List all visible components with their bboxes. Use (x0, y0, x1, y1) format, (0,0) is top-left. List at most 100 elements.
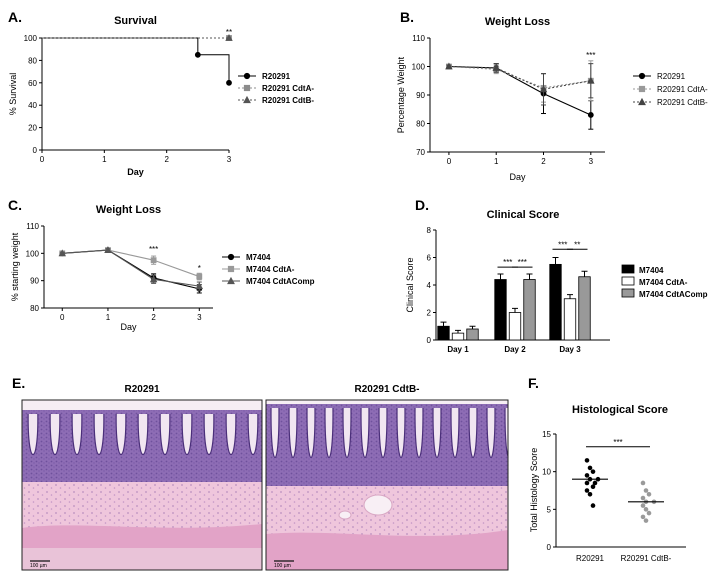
histological-score-chart: 0 5 10 15 Histological Score Total Histology … (529, 404, 686, 563)
data-point (445, 62, 453, 70)
crypt (414, 407, 424, 459)
significance-label: *** (503, 258, 512, 267)
y-tick-label: 110 (412, 34, 425, 43)
histology-right-title: R20291 CdtB- (354, 384, 419, 395)
data-point (590, 469, 596, 474)
legend-marker (243, 72, 251, 80)
data-point (225, 34, 233, 41)
y-tick-label: 0 (427, 336, 432, 345)
y-tick-label: 90 (30, 277, 39, 286)
bar (466, 328, 479, 341)
bar (494, 279, 507, 341)
crypt (450, 407, 460, 459)
y-axis-label: Percentage Weight (396, 56, 406, 133)
y-tick-label: 60 (28, 79, 37, 88)
data-point (587, 465, 593, 471)
crypt (137, 413, 149, 455)
y-tick-label: 90 (416, 91, 425, 100)
data-point (646, 510, 652, 516)
legend-marker (227, 265, 235, 273)
x-tick-label: 0 (447, 157, 452, 166)
bar (451, 332, 465, 341)
y-axis-label: Total Histology Score (529, 448, 539, 533)
data-point (149, 275, 158, 283)
x-tick-label: 3 (227, 155, 232, 164)
crypt (49, 413, 61, 455)
category-label: R20291 (576, 554, 605, 563)
crypt (27, 413, 39, 455)
y-tick-label: 0 (33, 146, 38, 155)
legend-label: R20291 (657, 72, 686, 81)
y-tick-label: 0 (547, 543, 552, 552)
y-tick-label: 100 (24, 34, 38, 43)
histology-image-r20291: 100 µm (22, 400, 262, 570)
category-label: R20291 CdtB- (621, 554, 672, 563)
weight-loss-chart-b: 70 80 90 100 110 0 1 2 3 Weight Loss Day Percentage… (396, 16, 708, 182)
category-label: Day 2 (504, 345, 526, 354)
crypt (115, 413, 127, 455)
series-line (62, 249, 200, 278)
data-point (590, 484, 596, 490)
crypt (71, 413, 83, 455)
legend-marker (243, 95, 251, 104)
legend-label: R20291 CdtB- (262, 96, 314, 105)
y-tick-label: 100 (26, 249, 40, 258)
crypt (247, 413, 259, 455)
x-tick-label: 1 (106, 313, 111, 322)
y-tick-label: 70 (416, 148, 425, 157)
legend-label: M7404 CdtA- (246, 265, 295, 274)
legend-label: M7404 (639, 266, 664, 275)
crypt (93, 413, 105, 455)
panel-label-b: B. (400, 9, 414, 25)
x-tick-label: 2 (164, 155, 169, 164)
data-point (640, 514, 646, 520)
chart-title: Histological Score (572, 404, 668, 416)
data-point (643, 507, 649, 512)
data-point (592, 480, 598, 486)
legend-label: M7404 (246, 253, 271, 262)
panel-label-c: C. (8, 197, 22, 213)
y-tick-label: 4 (427, 281, 432, 290)
y-tick-label: 80 (28, 56, 37, 65)
legend-marker (243, 84, 251, 92)
data-point (195, 282, 204, 290)
data-point (226, 79, 232, 86)
crypt (203, 413, 215, 455)
data-point (539, 85, 548, 93)
histology-left-title: R20291 (124, 384, 159, 395)
x-tick-label: 1 (494, 157, 499, 166)
x-tick-label: 1 (102, 155, 107, 164)
x-tick-label: 0 (40, 155, 45, 164)
y-tick-label: 20 (28, 124, 37, 133)
data-point (492, 63, 500, 71)
chart-title: Clinical Score (487, 209, 560, 221)
significance-label: * (198, 264, 201, 273)
x-axis-label: Day (127, 167, 144, 177)
data-point (104, 246, 112, 253)
data-point (643, 488, 649, 493)
legend-marker (638, 85, 646, 93)
panel-label-a: A. (8, 9, 22, 25)
x-tick-label: 0 (60, 313, 65, 322)
significance-label: *** (558, 240, 567, 249)
clinical-score-chart: 0 2 4 6 8 Clinical Score Clinical Score Day 1 Da… (405, 209, 708, 354)
panel-label-f: F. (528, 375, 539, 391)
y-tick-label: 80 (30, 304, 39, 313)
panel-label-e: E. (12, 375, 25, 391)
crypt (324, 407, 334, 459)
data-point (640, 503, 646, 508)
legend-marker (638, 72, 646, 80)
legend-label: R20291 CdtA- (657, 85, 708, 94)
bar (563, 298, 577, 341)
data-point (640, 480, 646, 486)
category-label: Day 3 (559, 345, 581, 354)
scale-bar-left: 100 µm (30, 563, 47, 569)
legend-label: R20291 CdtB- (657, 98, 708, 107)
data-point (587, 76, 595, 84)
data-point (58, 249, 67, 257)
x-tick-label: 2 (541, 157, 546, 166)
data-point (150, 257, 157, 264)
crypt (270, 407, 280, 459)
series-line (448, 65, 591, 90)
survival-chart: 0 20 40 60 80 100 0 1 2 3 Survival Day % Survival ** R… (8, 15, 314, 177)
